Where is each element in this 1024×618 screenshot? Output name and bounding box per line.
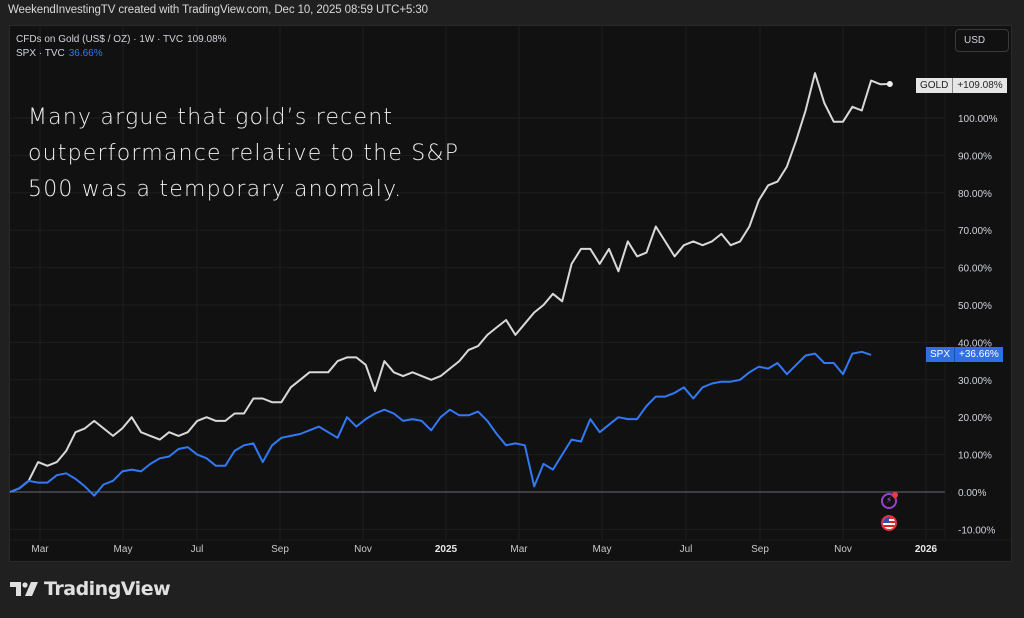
legend-gold[interactable]: CFDs on Gold (US$ / OZ) · 1W · TVC 109.08… xyxy=(16,33,227,47)
series-lines xyxy=(9,72,893,497)
y-tick-label: 50.00% xyxy=(958,301,992,312)
x-tick-label: 2025 xyxy=(435,544,458,555)
y-tick-label: 80.00% xyxy=(958,189,992,200)
chart-annotation-text: Many argue that gold’s recent outperform… xyxy=(28,105,460,202)
x-tick-label: 2026 xyxy=(915,544,938,555)
lightning-event-icon[interactable]: ⚡ xyxy=(881,492,898,509)
gold-tag-value: +109.08% xyxy=(957,80,1003,91)
x-tick-label: Sep xyxy=(751,544,769,555)
x-tick-label: Jul xyxy=(680,544,693,555)
gold-tag-label: GOLD xyxy=(916,78,954,93)
x-tick-label: Nov xyxy=(354,544,372,555)
legend-spx-value: 36.66% xyxy=(68,48,103,59)
us-flag-economic-event-icon[interactable] xyxy=(881,515,897,531)
series-line-gold xyxy=(9,72,890,493)
x-tick-label: Jul xyxy=(191,544,204,555)
legend-spx-name: SPX · TVC xyxy=(16,48,65,59)
x-tick-label: Mar xyxy=(31,544,49,555)
y-tick-label: 100.00% xyxy=(958,114,998,125)
gold-last-point xyxy=(886,81,893,88)
y-tick-label: -10.00% xyxy=(958,525,995,536)
legend-gold-value: 109.08% xyxy=(187,34,227,45)
legend-spx[interactable]: SPX · TVC 36.66% xyxy=(16,47,227,61)
tradingview-logo-icon xyxy=(10,582,38,596)
spx-tag-value: +36.66% xyxy=(959,349,999,360)
x-tick-label: Nov xyxy=(834,544,852,555)
x-tick-label: May xyxy=(114,544,133,555)
attribution-header: WeekendInvestingTV created with TradingV… xyxy=(8,4,428,16)
y-tick-label: 90.00% xyxy=(958,151,992,162)
y-tick-label: 0.00% xyxy=(958,488,986,499)
y-tick-label: 10.00% xyxy=(958,451,992,462)
y-tick-label: 70.00% xyxy=(958,226,992,237)
y-tick-label: 30.00% xyxy=(958,376,992,387)
y-tick-label: 60.00% xyxy=(958,264,992,275)
tradingview-logo[interactable]: TradingView xyxy=(10,578,171,600)
x-tick-label: Mar xyxy=(510,544,528,555)
x-tick-label: Sep xyxy=(271,544,289,555)
notification-dot xyxy=(892,492,898,498)
y-tick-label: 40.00% xyxy=(958,338,992,349)
spx-tag-label: SPX xyxy=(926,347,956,362)
tradingview-brand-text: TradingView xyxy=(44,578,171,600)
y-tick-label: 20.00% xyxy=(958,413,992,424)
x-axis-ticks: Mar May Jul Sep Nov 2025 Mar May Jul Sep Nov 2026 xyxy=(31,544,937,555)
legend-gold-name: CFDs on Gold (US$ / OZ) · 1W · TVC xyxy=(16,34,184,45)
y-axis-ticks: 100.00% 90.00% 80.00% 70.00% 60.00% 50.00% 40.… xyxy=(958,114,998,536)
chart-pane[interactable] xyxy=(9,25,1012,562)
chart-legend: CFDs on Gold (US$ / OZ) · 1W · TVC 109.08… xyxy=(16,33,227,61)
x-tick-label: May xyxy=(593,544,612,555)
spx-price-tag: SPX +36.66% xyxy=(926,347,1003,362)
gold-price-tag: GOLD +109.08% xyxy=(916,78,1007,93)
series-line-spx xyxy=(9,350,872,497)
currency-button[interactable]: USD xyxy=(955,29,1009,52)
gridlines xyxy=(10,26,1011,541)
